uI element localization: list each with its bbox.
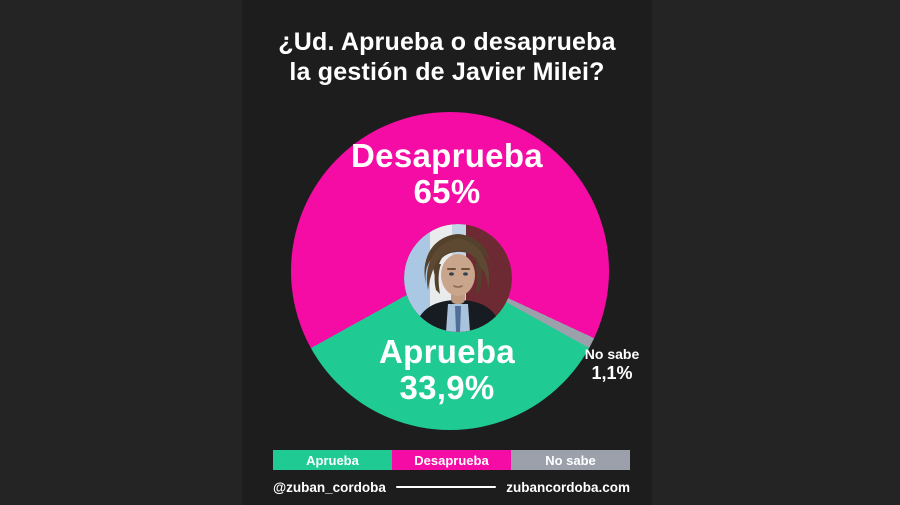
milei-portrait-icon bbox=[404, 224, 512, 332]
poll-title: ¿Ud. Aprueba o desaprueba la gestión de … bbox=[242, 27, 652, 87]
no-sabe-value: 1,1% bbox=[591, 363, 633, 383]
desaprueba-slice-label: Desaprueba bbox=[351, 137, 543, 174]
footer-divider-line bbox=[395, 486, 497, 488]
footer-website: zubancordoba.com bbox=[506, 479, 630, 495]
no-sabe-callout: No sabe 1,1% bbox=[572, 346, 652, 384]
poll-title-line2: la gestión de Javier Milei? bbox=[289, 58, 605, 86]
legend-item-no-sabe: No sabe bbox=[511, 450, 630, 470]
poll-title-line1: ¿Ud. Aprueba o desaprueba bbox=[278, 28, 616, 56]
legend-item-aprueba: Aprueba bbox=[273, 450, 392, 470]
aprueba-slice-value: 33,9% bbox=[399, 369, 495, 406]
aprueba-slice-label: Aprueba bbox=[379, 333, 515, 370]
legend-bar: Aprueba Desaprueba No sabe bbox=[273, 450, 630, 470]
no-sabe-label: No sabe bbox=[584, 346, 640, 362]
legend-item-desaprueba: Desaprueba bbox=[392, 450, 511, 470]
footer: @zuban_cordoba zubancordoba.com bbox=[273, 477, 630, 497]
desaprueba-slice-value: 65% bbox=[413, 173, 481, 210]
footer-social-handle: @zuban_cordoba bbox=[273, 479, 386, 495]
milei-portrait-image bbox=[404, 224, 512, 332]
poll-card: ¿Ud. Aprueba o desaprueba la gestión de … bbox=[242, 0, 652, 505]
